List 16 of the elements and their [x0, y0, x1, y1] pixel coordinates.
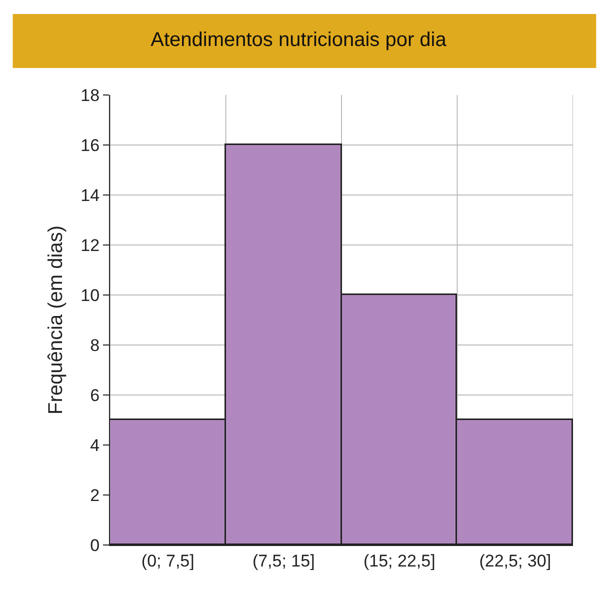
y-tick-label: 6	[90, 386, 100, 405]
y-tick-label: 2	[90, 486, 100, 505]
x-tick-label: (15; 22,5]	[363, 551, 436, 570]
y-tick-label: 12	[80, 236, 100, 255]
y-tick-label: 18	[80, 86, 100, 105]
y-tick-label: 0	[90, 536, 100, 555]
y-tick-label: 10	[80, 286, 100, 305]
y-tick-label: 8	[90, 336, 100, 355]
chart-title: Atendimentos nutricionais por dia	[150, 29, 448, 51]
x-tick-label: (7,5; 15]	[252, 551, 315, 570]
x-tick-label: (22,5; 30]	[479, 551, 552, 570]
x-tick-label: (0; 7,5]	[141, 551, 194, 570]
y-tick-label: 14	[80, 186, 100, 205]
y-axis-title: Frequência (em dias)	[45, 226, 68, 414]
y-tick-label: 4	[90, 436, 100, 455]
y-tick-label: 16	[80, 136, 100, 155]
